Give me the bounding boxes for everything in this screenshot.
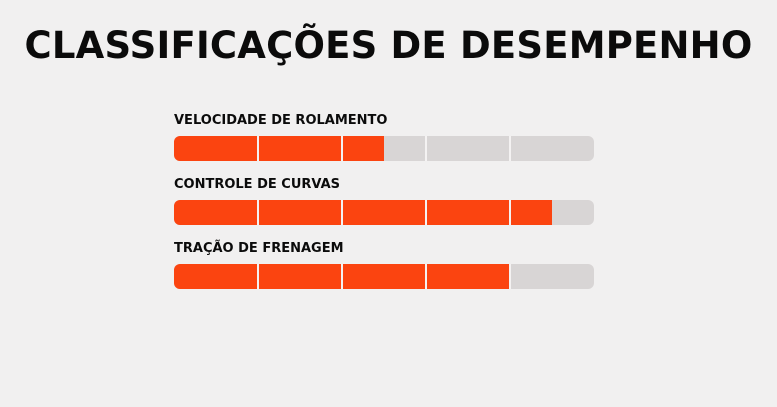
page-title: CLASSIFICAÇÕES DE DESEMPENHO (24, 24, 753, 67)
segment-divider (257, 200, 259, 225)
rating-braking-traction: TRAÇÃO DE FRENAGEM (174, 240, 594, 289)
rating-cornering-control: CONTROLE DE CURVAS (174, 176, 594, 225)
rating-bar (174, 264, 594, 289)
segment-divider (257, 264, 259, 289)
rating-bar (174, 136, 594, 161)
rating-rolling-speed: VELOCIDADE DE ROLAMENTO (174, 112, 594, 161)
segment-divider (425, 200, 427, 225)
segment-divider (509, 264, 511, 289)
segment-divider (257, 136, 259, 161)
rating-bar-fill (174, 136, 384, 161)
segment-divider (509, 136, 511, 161)
performance-ratings: VELOCIDADE DE ROLAMENTO CONTROLE DE CURV… (174, 112, 594, 304)
rating-label: TRAÇÃO DE FRENAGEM (174, 241, 344, 256)
segment-divider (341, 264, 343, 289)
segment-divider (509, 200, 511, 225)
rating-bar (174, 200, 594, 225)
rating-label: VELOCIDADE DE ROLAMENTO (174, 113, 388, 128)
rating-bar-fill (174, 200, 552, 225)
rating-label: CONTROLE DE CURVAS (174, 177, 340, 192)
segment-divider (425, 136, 427, 161)
segment-divider (425, 264, 427, 289)
segment-divider (341, 136, 343, 161)
segment-divider (341, 200, 343, 225)
